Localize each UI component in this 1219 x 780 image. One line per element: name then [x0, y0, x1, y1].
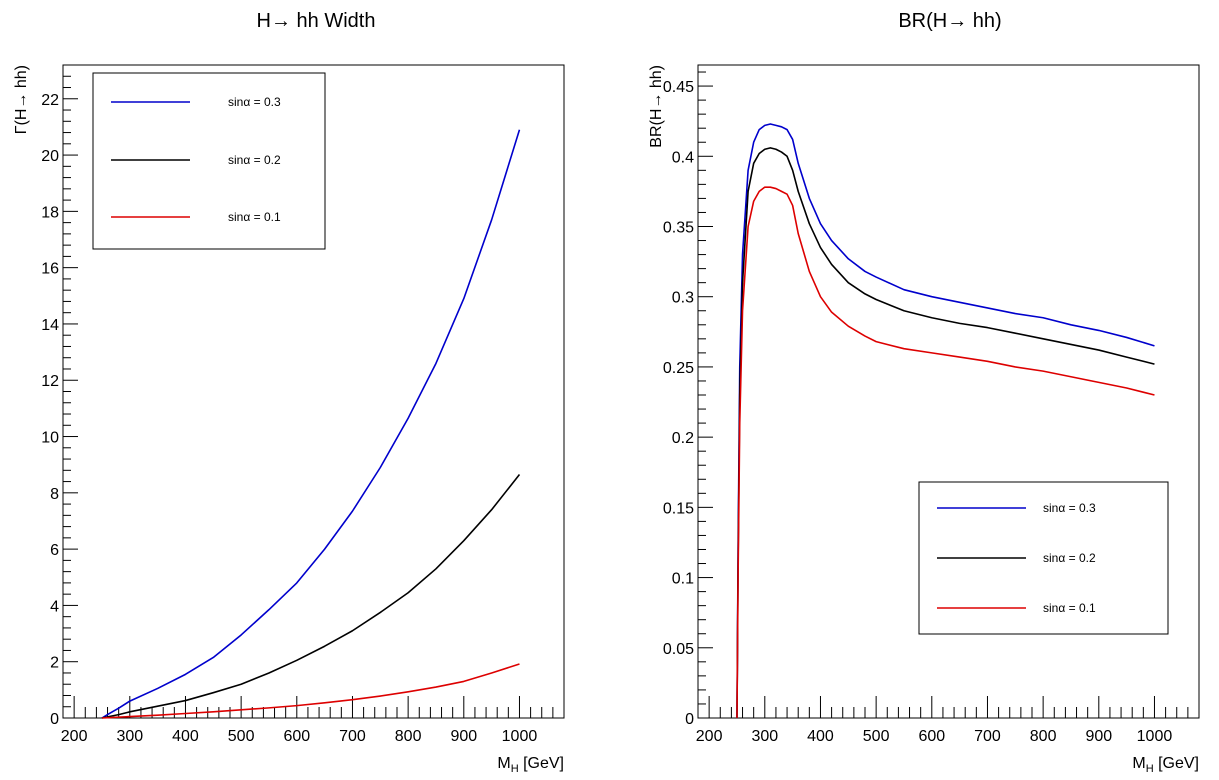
x-tick-label: 900	[450, 728, 477, 745]
y-tick-label: 0.15	[663, 500, 694, 517]
y-tick-label: 0	[50, 711, 59, 728]
y-tick-label: 0.1	[672, 571, 694, 588]
y-tick-label: 2	[50, 655, 59, 672]
legend-label: sinα = 0.1	[228, 210, 281, 224]
legend-box	[918, 481, 1169, 635]
legend: sinα = 0.3 sinα = 0.2 sinα = 0.1	[92, 72, 326, 250]
y-tick-label: 10	[41, 430, 59, 447]
y-tick-label: 14	[41, 317, 59, 334]
x-tick-label: 200	[61, 728, 88, 745]
tick-label-group: 200 300 400 500 600 700 800 900 1000 0 2 4 6 8 10 12 14 1…	[41, 92, 537, 745]
y-tick-label: 20	[41, 148, 59, 165]
x-tick-label: 200	[696, 728, 723, 745]
y-tick-label: 6	[50, 542, 59, 559]
x-tick-label: 1000	[502, 728, 538, 745]
curve-group	[101, 129, 521, 719]
legend: sinα = 0.3 sinα = 0.2 sinα = 0.1	[918, 481, 1169, 635]
legend-box	[92, 72, 326, 250]
x-tick-label: 500	[228, 728, 255, 745]
x-tick-label: 300	[116, 728, 143, 745]
x-tick-label: 700	[339, 728, 366, 745]
branching-ratio-chart: BR(H→ hh) 200 300 400 500 600 700 800 900 1000 0 0…	[648, 10, 1200, 775]
legend-label: sinα = 0.3	[1043, 501, 1096, 515]
y-tick-label: 0	[685, 711, 694, 728]
series-line	[101, 663, 520, 719]
y-tick-label: 0.25	[663, 360, 694, 377]
legend-label: sinα = 0.2	[228, 153, 281, 167]
x-tick-label: 500	[863, 728, 890, 745]
x-tick-label: 400	[807, 728, 834, 745]
y-axis-label: BR(H→ hh)	[648, 65, 665, 148]
series-line	[736, 147, 1155, 719]
x-tick-label: 600	[918, 728, 945, 745]
x-tick-label: 900	[1085, 728, 1112, 745]
series-line	[736, 123, 1155, 719]
y-tick-label: 0.2	[672, 430, 694, 447]
x-tick-label: 700	[974, 728, 1001, 745]
y-tick-label: 0.4	[672, 149, 694, 166]
legend-label: sinα = 0.3	[228, 95, 281, 109]
series-line	[736, 186, 1155, 719]
series-line	[101, 129, 521, 719]
legend-label: sinα = 0.2	[1043, 551, 1096, 565]
series-line	[101, 474, 521, 719]
y-tick-label: 18	[41, 204, 59, 221]
y-tick-label: 0.05	[663, 641, 694, 658]
plot-frame	[697, 64, 1200, 719]
width-chart: H→ hh Width 200 300 400 500 600 700 800 900 1000…	[13, 10, 565, 775]
tick-label-group: 200 300 400 500 600 700 800 900 1000 0 0.05 0.1 0.15…	[663, 79, 1173, 745]
y-tick-label: 8	[50, 486, 59, 503]
y-tick-label: 16	[41, 261, 59, 278]
x-tick-label: 300	[751, 728, 778, 745]
x-axis-label: MH [GeV]	[1132, 755, 1199, 775]
y-tick-label: 0.3	[672, 290, 694, 307]
curve-group	[736, 123, 1155, 719]
legend-label: sinα = 0.1	[1043, 601, 1096, 615]
y-tick-label: 0.35	[663, 219, 694, 236]
x-tick-label: 800	[1030, 728, 1057, 745]
x-tick-label: 600	[283, 728, 310, 745]
x-tick-label: 1000	[1137, 728, 1173, 745]
y-tick-label: 22	[41, 92, 59, 109]
y-axis-label: Γ(H→ hh)	[13, 65, 30, 134]
x-tick-label: 400	[172, 728, 199, 745]
chart-title: H→ hh Width	[257, 10, 376, 32]
y-tick-label: 0.45	[663, 79, 694, 96]
y-tick-label: 12	[41, 373, 59, 390]
x-tick-label: 800	[395, 728, 422, 745]
x-axis-label: MH [GeV]	[497, 755, 564, 775]
tick-group	[697, 71, 1200, 719]
y-tick-label: 4	[50, 598, 59, 615]
chart-title: BR(H→ hh)	[898, 10, 1001, 32]
